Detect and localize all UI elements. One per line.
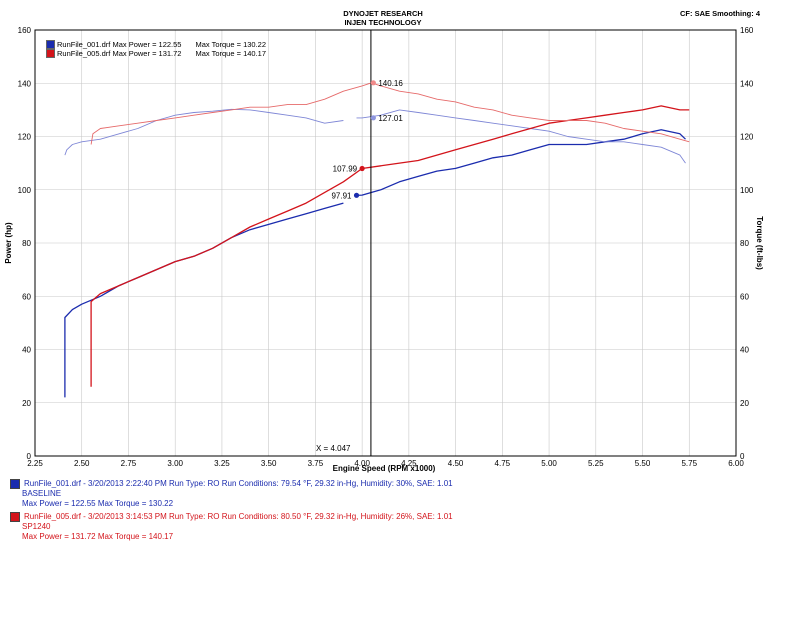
x-tick-label: 2.25 xyxy=(27,459,43,468)
run-info-baseline: RunFile_001.drf - 3/20/2013 2:22:40 PM R… xyxy=(10,479,453,509)
run-color-swatch xyxy=(10,512,20,522)
data-point-marker xyxy=(353,192,360,198)
y2-tick-label: 60 xyxy=(740,292,749,301)
y-tick-label: 0 xyxy=(27,452,32,461)
chart-grid xyxy=(34,29,737,457)
x-tick-label: 4.25 xyxy=(401,459,417,468)
x-tick-label: 4.00 xyxy=(354,459,370,468)
data-point-marker xyxy=(370,80,376,86)
y-axis-title: Power (hp) xyxy=(4,222,13,264)
y-tick-label: 100 xyxy=(18,186,32,195)
data-point-marker xyxy=(370,115,376,121)
x-tick-label: 3.00 xyxy=(167,459,183,468)
x-tick-label: 2.75 xyxy=(121,459,137,468)
x-tick-label: 4.50 xyxy=(448,459,464,468)
series-line xyxy=(90,82,690,145)
legend-max-power: Max Power = 131.72 xyxy=(112,49,182,58)
y-tick-label: 140 xyxy=(18,79,32,88)
series-line xyxy=(90,105,690,387)
data-point-label: 127.01 xyxy=(378,114,403,123)
chart-legend: RunFile_001.drf Max Power = 122.55 Max T… xyxy=(46,40,266,58)
y-tick-label: 80 xyxy=(22,239,31,248)
x-tick-label: 5.75 xyxy=(681,459,697,468)
run-info-max: Max Power = 131.72 Max Torque = 140.17 xyxy=(22,532,174,541)
legend-file: RunFile_005.drf xyxy=(57,49,111,58)
legend-item: RunFile_005.drf Max Power = 131.72 Max T… xyxy=(46,49,266,58)
y-tick-label: 60 xyxy=(22,292,31,301)
run-color-swatch xyxy=(10,479,20,489)
y2-tick-label: 20 xyxy=(740,399,749,408)
series-line xyxy=(64,202,344,398)
chart-title-line2: INJEN TECHNOLOGY xyxy=(344,18,422,27)
run-info-header: RunFile_005.drf - 3/20/2013 3:14:53 PM R… xyxy=(24,512,453,521)
cursor-readout: X = 4.047 xyxy=(316,444,351,453)
x-tick-label: 5.00 xyxy=(541,459,557,468)
y-tick-label: 160 xyxy=(18,26,32,35)
data-point-marker xyxy=(359,165,365,172)
y2-tick-label: 120 xyxy=(740,133,754,142)
series-line xyxy=(64,108,344,156)
chart-markers: 107.99 97.91 140.16 127.01 xyxy=(331,79,403,200)
legend-swatch xyxy=(46,49,55,58)
y2-tick-label: 140 xyxy=(740,79,754,88)
plot-border xyxy=(34,29,737,457)
x-tick-label: 6.00 xyxy=(728,459,744,468)
legend-item: RunFile_001.drf Max Power = 122.55 Max T… xyxy=(46,40,266,49)
x-tick-label: 5.50 xyxy=(635,459,651,468)
legend-max-power: Max Power = 122.55 xyxy=(112,40,182,49)
x-axis-title: Engine Speed (RPM x1000) xyxy=(333,464,436,473)
y2-tick-label: 100 xyxy=(740,186,754,195)
y-tick-label: 20 xyxy=(22,399,31,408)
run-info-name: BASELINE xyxy=(22,489,62,498)
data-point-label: 140.16 xyxy=(378,79,403,88)
chart-title-line1: DYNOJET RESEARCH xyxy=(343,9,423,18)
x-tick-label: 3.25 xyxy=(214,459,230,468)
data-point-label: 97.91 xyxy=(331,191,352,200)
y2-tick-label: 80 xyxy=(740,239,749,248)
run-info-sp1240: RunFile_005.drf - 3/20/2013 3:14:53 PM R… xyxy=(10,512,453,542)
run-info-header: RunFile_001.drf - 3/20/2013 2:22:40 PM R… xyxy=(24,479,453,488)
x-tick-label: 4.75 xyxy=(495,459,511,468)
legend-swatch xyxy=(46,40,55,49)
series-line xyxy=(356,129,686,196)
x-tick-label: 3.75 xyxy=(308,459,324,468)
x-tick-label: 3.50 xyxy=(261,459,277,468)
chart-series xyxy=(64,82,690,398)
legend-max-torque: Max Torque = 130.22 xyxy=(195,40,267,49)
data-point-label: 107.99 xyxy=(333,164,358,173)
y-tick-label: 40 xyxy=(22,346,31,355)
y2-tick-label: 0 xyxy=(740,452,745,461)
legend-file: RunFile_001.drf xyxy=(57,40,111,49)
legend-max-torque: Max Torque = 140.17 xyxy=(195,49,267,58)
run-info-name: SP1240 xyxy=(22,522,51,531)
series-line xyxy=(356,109,686,164)
chart-ticks: 2.25 2.50 2.75 3.00 3.25 3.50 3.75 4.00 4.25 4.50… xyxy=(18,26,754,468)
x-tick-label: 2.50 xyxy=(74,459,90,468)
x-tick-label: 5.25 xyxy=(588,459,604,468)
y2-axis-title: Torque (ft-lbs) xyxy=(755,216,764,270)
y2-tick-label: 40 xyxy=(740,346,749,355)
correction-factor-label: CF: SAE Smoothing: 4 xyxy=(680,9,760,18)
y-tick-label: 120 xyxy=(18,133,32,142)
y2-tick-label: 160 xyxy=(740,26,754,35)
run-info-max: Max Power = 122.55 Max Torque = 130.22 xyxy=(22,499,174,508)
